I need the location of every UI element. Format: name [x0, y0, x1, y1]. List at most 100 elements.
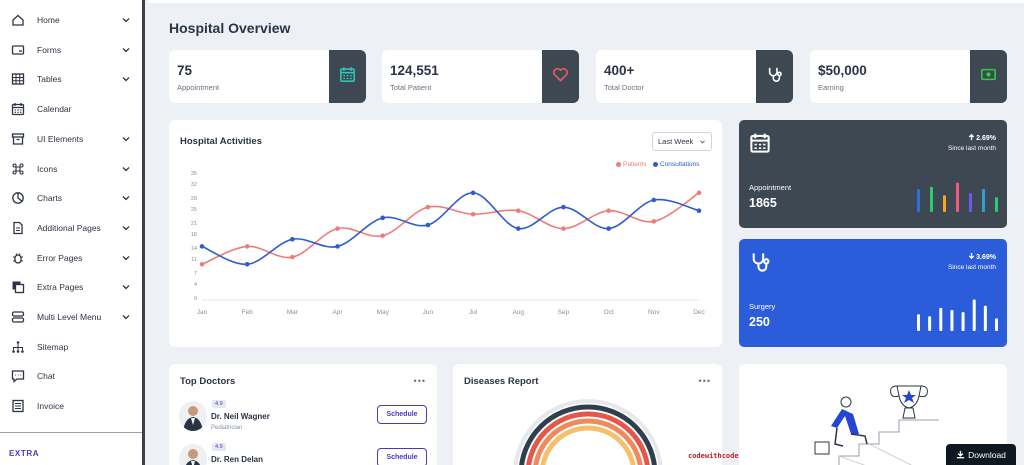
- sidebar-item-label: Sitemap: [37, 341, 69, 352]
- mini-bar: [995, 197, 998, 212]
- appointment-summary-card: 2.69% Since last month Appointment 1865: [739, 120, 1007, 228]
- change-indicator: 3.69%: [968, 252, 996, 261]
- diseases-more-button[interactable]: •••: [698, 376, 711, 386]
- data-point-patients[interactable]: [515, 208, 521, 214]
- stat-icon-box: [542, 50, 579, 103]
- diseases-radial-chart: [513, 399, 663, 465]
- home-icon: [11, 13, 25, 27]
- sidebar-item-label: Calendar: [37, 104, 72, 115]
- sidebar-item-multi-level-menu[interactable]: Multi Level Menu: [0, 303, 142, 333]
- diseases-report-card: Diseases Report •••: [453, 364, 722, 465]
- chevron-down-icon: [121, 312, 131, 322]
- sidebar-item-ui-elements[interactable]: UI Elements: [0, 125, 142, 155]
- sidebar-item-invoice[interactable]: Invoice: [0, 392, 142, 422]
- data-point-consultations[interactable]: [425, 222, 431, 228]
- sidebar-item-home[interactable]: Home: [0, 6, 142, 36]
- chevron-down-icon: [121, 74, 131, 84]
- data-point-patients[interactable]: [290, 254, 295, 260]
- sidebar-item-chat[interactable]: Chat: [0, 362, 142, 392]
- sidebar-item-sitemap[interactable]: Sitemap: [0, 333, 142, 363]
- data-point-patients[interactable]: [335, 226, 340, 231]
- sidebar-item-forms[interactable]: Forms: [0, 36, 142, 66]
- x-tick-label: Aug: [512, 309, 525, 316]
- sidebar-item-icons[interactable]: Icons: [0, 155, 142, 185]
- invoice-icon: [11, 399, 25, 413]
- activity-line-chart: [199, 190, 702, 301]
- data-point-consultations[interactable]: [696, 208, 702, 214]
- data-point-patients[interactable]: [651, 219, 657, 224]
- calendar-icon: [339, 66, 356, 88]
- data-point-consultations[interactable]: [470, 190, 476, 196]
- range-select[interactable]: Last Week: [652, 132, 712, 151]
- climbing-stairs-illustration: [814, 385, 939, 465]
- mini-bar: [969, 193, 972, 212]
- chat-icon: [11, 369, 25, 384]
- data-point-patients[interactable]: [425, 204, 431, 210]
- x-tick-label: Dec: [693, 309, 705, 316]
- schedule-button[interactable]: Schedule: [377, 405, 427, 424]
- sidebar-item-tables[interactable]: Tables: [0, 65, 142, 95]
- doctor-row: 4.9 Dr. Ren Delan Schedule: [179, 443, 429, 465]
- y-tick-label: 21: [190, 221, 197, 227]
- data-point-consultations[interactable]: [335, 244, 340, 249]
- sidebar-item-label: Chat: [37, 371, 55, 382]
- x-tick-label: Oct: [603, 309, 614, 316]
- sidebar-item-label: Forms: [37, 44, 62, 55]
- x-tick-label: Apr: [332, 309, 343, 316]
- sidebar-item-extra-pages[interactable]: Extra Pages: [0, 273, 142, 303]
- data-point-consultations[interactable]: [380, 215, 386, 221]
- sidebar-item-error-pages[interactable]: Error Pages: [0, 244, 142, 274]
- radial-ring-4: [540, 425, 636, 465]
- top-doctors-more-button[interactable]: •••: [413, 376, 426, 386]
- top-doctors-card: Top Doctors ••• 4.9 Dr. Neil Wagner Pedi…: [169, 364, 437, 465]
- sidebar-item-label: Tables: [37, 74, 62, 85]
- table-icon: [11, 72, 25, 86]
- x-tick-label: Jul: [468, 309, 478, 316]
- series-line-patients: [201, 192, 700, 266]
- data-point-patients[interactable]: [561, 226, 566, 231]
- chevron-down-icon: [121, 282, 131, 292]
- y-tick-label: 7: [193, 271, 197, 277]
- stethoscope-icon: [766, 66, 783, 88]
- mini-bar-chart: [917, 299, 998, 331]
- mini-bar: [950, 310, 954, 331]
- data-point-patients[interactable]: [470, 211, 476, 217]
- data-point-consultations[interactable]: [290, 236, 295, 242]
- sidebar-item-calendar[interactable]: Calendar: [0, 95, 142, 125]
- y-tick-label: 4: [193, 281, 197, 288]
- y-tick-label: 25: [190, 206, 197, 213]
- data-point-patients[interactable]: [606, 208, 611, 214]
- doctor-name: Dr. Neil Wagner: [211, 412, 270, 421]
- data-point-patients[interactable]: [696, 190, 702, 196]
- sidebar-item-label: Charts: [37, 193, 63, 204]
- data-point-patients[interactable]: [244, 244, 250, 249]
- data-point-consultations[interactable]: [561, 204, 566, 210]
- data-point-patients[interactable]: [199, 261, 205, 267]
- form-icon: [11, 43, 25, 57]
- data-point-consultations[interactable]: [651, 197, 657, 203]
- data-point-consultations[interactable]: [515, 226, 521, 231]
- sidebar-item-label: Error Pages: [37, 252, 83, 263]
- download-button[interactable]: Download: [946, 444, 1016, 465]
- radial-ring-track: [513, 399, 663, 465]
- radial-ring-3: [533, 418, 643, 465]
- schedule-button[interactable]: Schedule: [377, 448, 427, 465]
- sidebar-item-label: Additional Pages: [37, 222, 101, 233]
- chart-title: Hospital Activities: [180, 136, 263, 147]
- data-point-consultations[interactable]: [244, 261, 250, 267]
- chevron-down-icon: [121, 45, 131, 55]
- download-icon: [956, 450, 965, 459]
- data-point-consultations[interactable]: [606, 226, 611, 231]
- data-point-patients[interactable]: [380, 233, 386, 239]
- data-point-consultations[interactable]: [199, 244, 205, 249]
- archive-icon: [11, 132, 25, 146]
- sidebar-item-charts[interactable]: Charts: [0, 184, 142, 214]
- stat-label: Total Patient: [390, 83, 432, 92]
- sidebar-item-additional-pages[interactable]: Additional Pages: [0, 214, 142, 244]
- doctor-row: 4.9 Dr. Neil Wagner Pediatrician Schedul…: [179, 400, 429, 436]
- stat-card-total-doctor: 400+ Total Doctor: [596, 50, 793, 103]
- x-tick-label: Jun: [422, 309, 434, 316]
- sidebar-divider: [0, 432, 142, 433]
- y-tick-label: 0: [193, 296, 197, 302]
- change-percent: 3.69%: [976, 254, 996, 261]
